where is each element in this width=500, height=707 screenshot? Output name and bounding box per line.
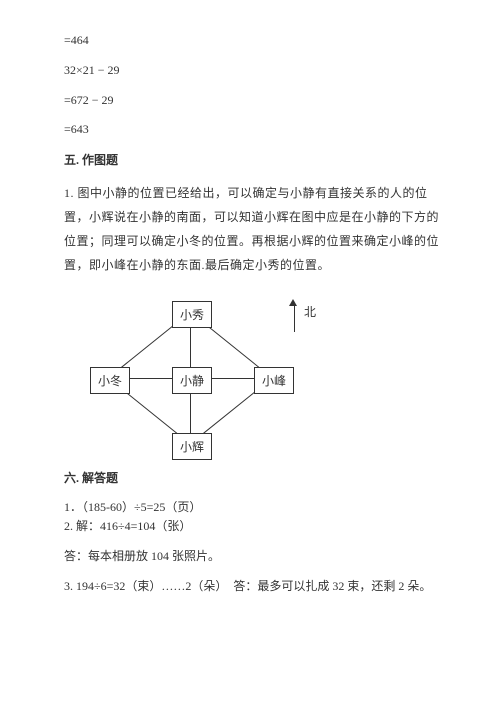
page: =464 32×21 − 29 =672 − 29 =643 五. 作图题 1.… xyxy=(0,0,500,594)
diagram: 小秀 小冬 小静 小峰 小辉 北 xyxy=(82,293,342,463)
section6-title: 六. 解答题 xyxy=(64,469,442,486)
q2: 2. 解：416÷4=104（张） xyxy=(64,518,442,535)
arrow-head-icon xyxy=(289,299,297,306)
node-feng: 小峰 xyxy=(254,367,294,394)
north-label: 北 xyxy=(304,303,316,320)
node-dong: 小冬 xyxy=(90,367,130,394)
section5-title: 五. 作图题 xyxy=(64,151,442,168)
calc-eq1: =464 xyxy=(64,32,442,49)
node-jing: 小静 xyxy=(172,367,212,394)
north-arrow xyxy=(292,299,297,332)
q1: 1．（185-60）÷5=25（页） xyxy=(64,499,442,516)
calc-eq2b: =643 xyxy=(64,121,442,138)
node-hui: 小辉 xyxy=(172,433,212,460)
node-xiu: 小秀 xyxy=(172,301,212,328)
q2ans: 答：每本相册放 104 张照片。 xyxy=(64,548,442,565)
q3: 3. 194÷6=32（束）……2（朵） 答：最多可以扎成 32 束，还剩 2 … xyxy=(64,578,442,595)
arrow-line-icon xyxy=(294,306,295,332)
section5-para: 1. 图中小静的位置已经给出，可以确定与小静有直接关系的人的位置，小辉说在小静的… xyxy=(64,181,442,277)
calc-eq2a: =672 − 29 xyxy=(64,92,442,109)
calc-expr2: 32×21 − 29 xyxy=(64,62,442,79)
